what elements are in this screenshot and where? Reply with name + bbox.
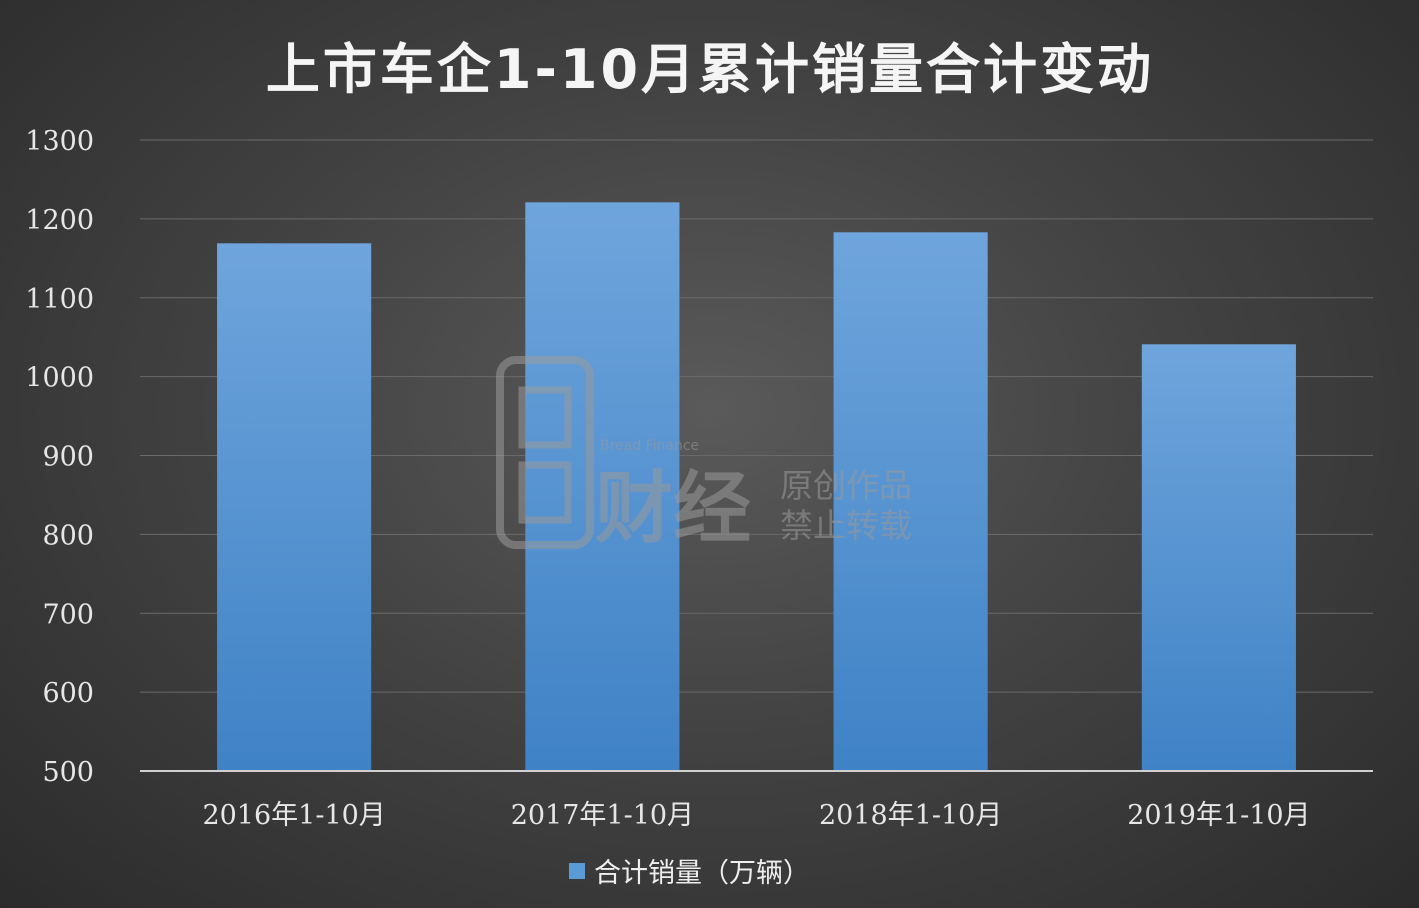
y-tick-label: 800	[42, 520, 94, 551]
legend: 合计销量（万辆）	[569, 858, 810, 889]
x-axis-tick-labels: 2016年1-10月 2017年1-10月 2018年1-10月 2019年1-10月	[202, 800, 1310, 831]
x-tick-label: 2016年1-10月	[202, 800, 385, 831]
bar	[833, 232, 988, 771]
x-tick-label: 2017年1-10月	[511, 800, 694, 831]
watermark-line2: 禁止转载	[780, 506, 912, 545]
y-tick-label: 500	[42, 757, 94, 788]
y-tick-label: 1000	[25, 363, 94, 394]
x-tick-label: 2018年1-10月	[819, 800, 1002, 831]
legend-marker	[569, 863, 585, 879]
y-tick-label: 1100	[25, 284, 94, 315]
watermark-brand-en: Bread Finance	[600, 438, 699, 454]
y-tick-label: 1300	[25, 126, 94, 157]
watermark-line1: 原创作品	[780, 466, 912, 505]
y-axis-tick-labels: 500 600 700 800 900 1000 1100 1200 1300	[25, 126, 94, 788]
bar	[525, 202, 680, 771]
bars	[217, 202, 1296, 772]
bar	[1141, 344, 1296, 771]
x-tick-label: 2019年1-10月	[1127, 800, 1310, 831]
y-tick-label: 900	[42, 442, 94, 473]
legend-label: 合计销量（万辆）	[594, 858, 810, 889]
chart-title: 上市车企1-10月累计销量合计变动	[266, 38, 1154, 101]
bar	[217, 243, 372, 772]
watermark: Bread Finance 财经 原创作品 禁止转载	[496, 356, 912, 554]
y-tick-label: 600	[42, 678, 94, 709]
y-tick-label: 1200	[25, 205, 94, 236]
watermark-logo-icon	[496, 356, 594, 549]
watermark-brand-cn: 财经	[595, 464, 751, 554]
y-tick-label: 700	[42, 599, 94, 630]
